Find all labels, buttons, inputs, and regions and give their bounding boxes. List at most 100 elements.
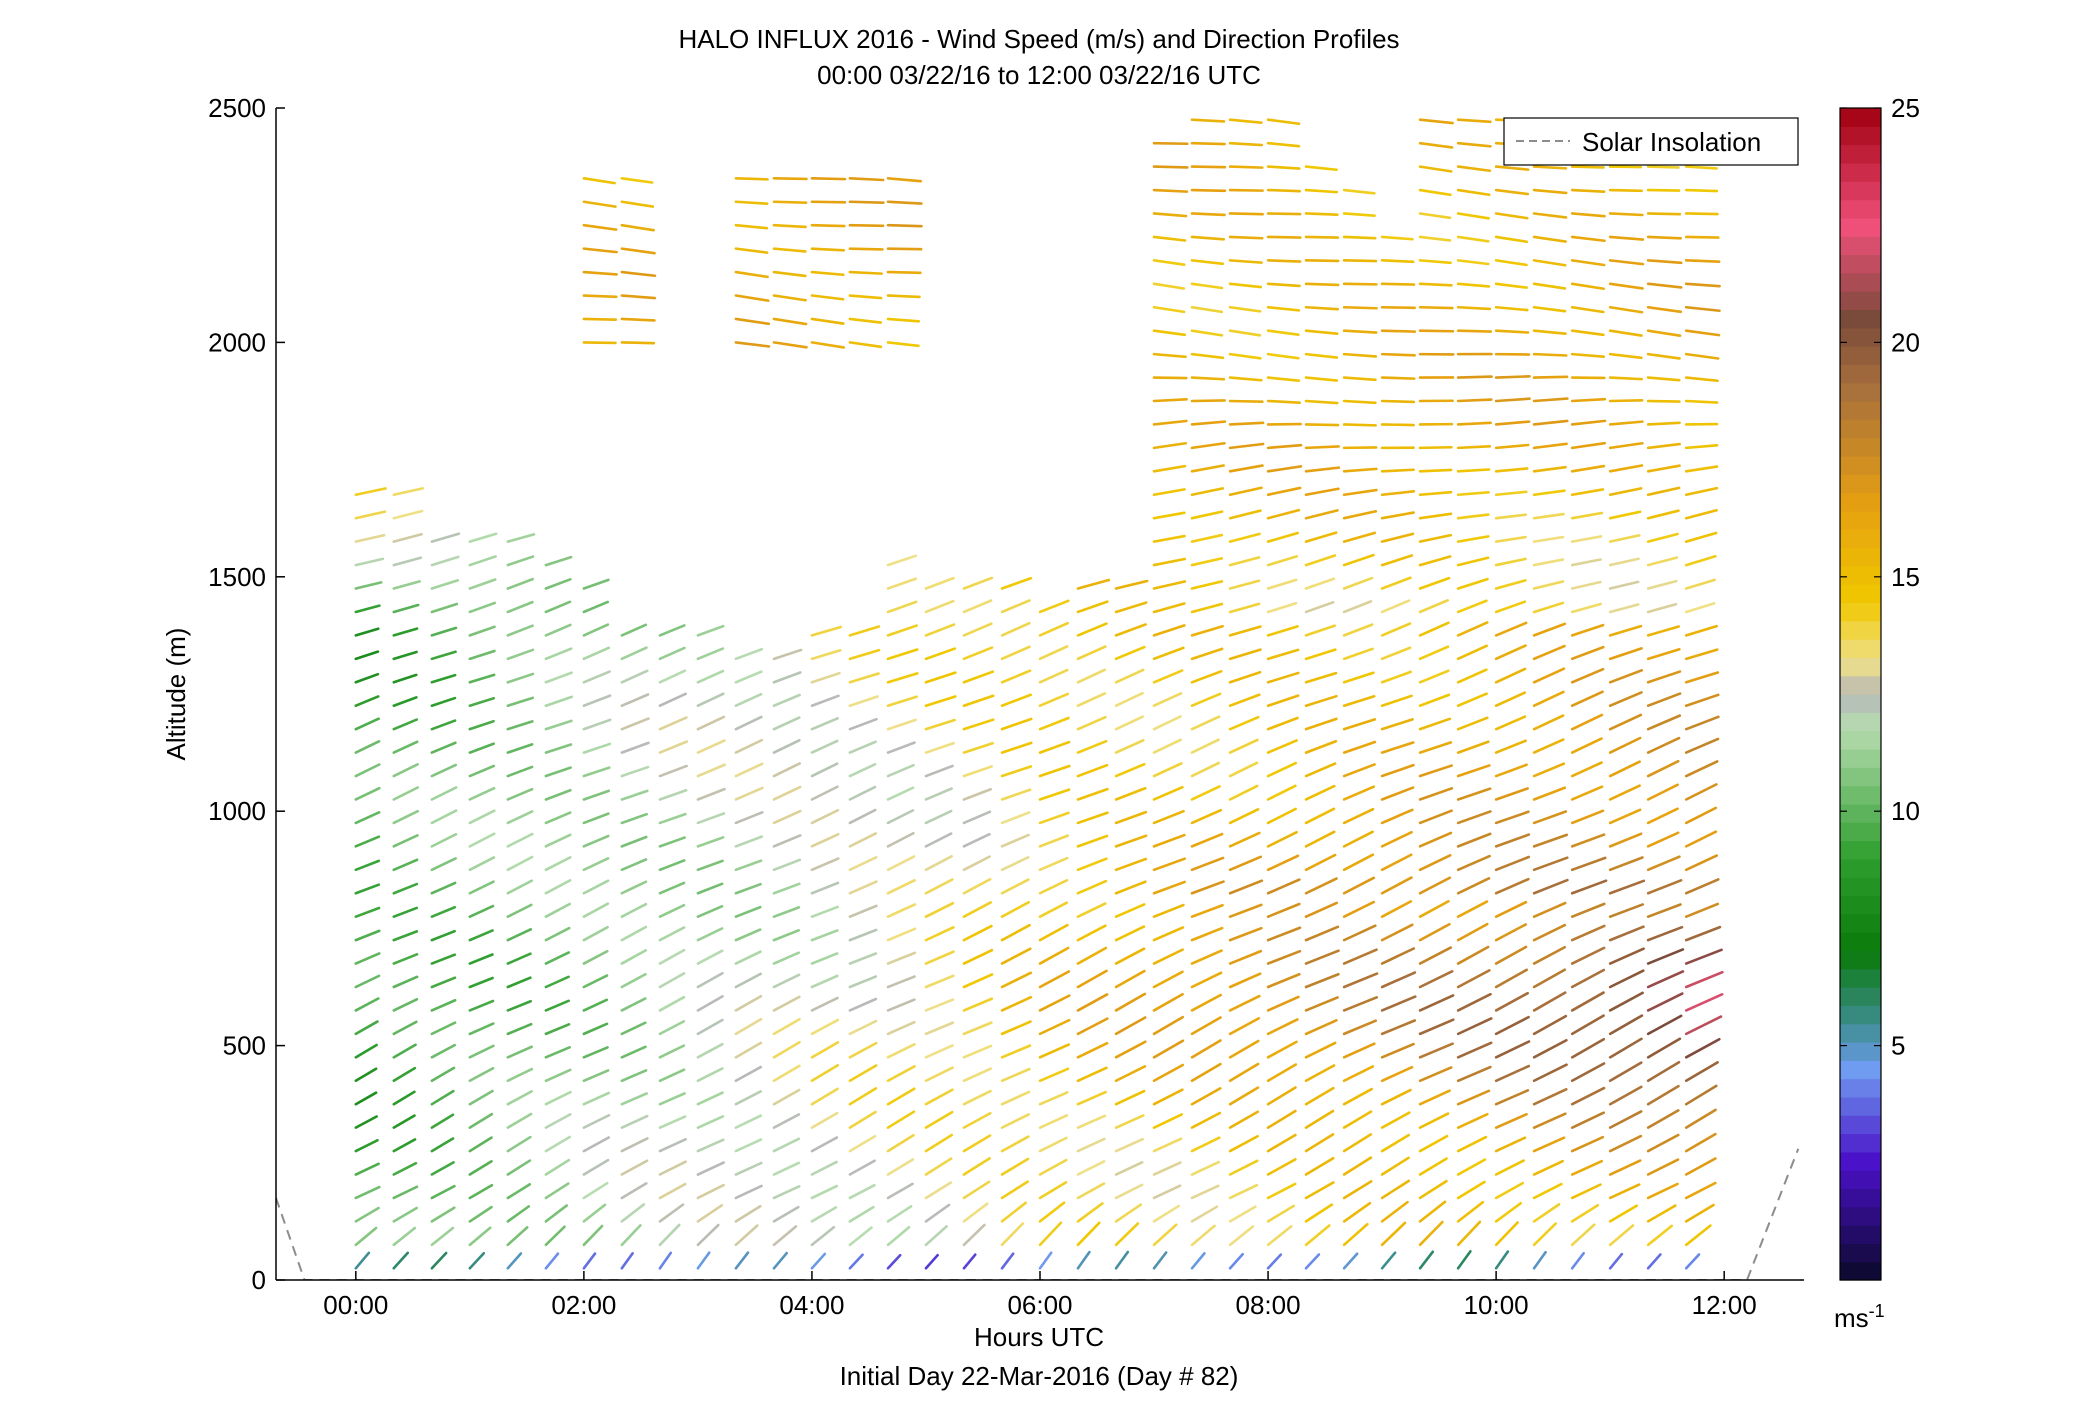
wind-barb <box>1342 576 1374 590</box>
colorbar-band <box>1840 419 1881 439</box>
wind-barb <box>1646 807 1679 825</box>
wind-barb <box>772 785 802 801</box>
wind-barb <box>810 974 839 989</box>
wind-barb <box>1532 622 1567 637</box>
wind-barb <box>1418 645 1450 661</box>
wind-barb <box>1494 259 1528 267</box>
wind-barb <box>772 906 801 918</box>
wind-barb <box>810 1225 836 1247</box>
colorbar-band <box>1840 675 1881 695</box>
wind-barb <box>1304 762 1337 778</box>
wind-barb <box>658 903 686 918</box>
wind-barb <box>1684 531 1718 543</box>
colorbar-band <box>1840 803 1881 823</box>
wind-barb <box>734 762 764 778</box>
wind-barb <box>468 1066 495 1083</box>
wind-barb <box>392 580 421 590</box>
wind-barb <box>1342 235 1377 240</box>
wind-barb <box>1228 738 1259 754</box>
wind-barb <box>354 740 381 754</box>
wind-barb <box>1266 671 1300 684</box>
wind-barb <box>392 1090 416 1106</box>
wind-barb <box>620 1137 649 1153</box>
wind-barb <box>1532 165 1568 170</box>
wind-barb <box>658 948 686 965</box>
wind-barb <box>962 1021 993 1036</box>
wind-barb <box>1000 1020 1032 1036</box>
wind-barb <box>1190 903 1224 918</box>
colorbar-unit: ms-1 <box>1834 1301 1885 1333</box>
wind-barb <box>1190 856 1225 872</box>
wind-barb <box>1494 513 1528 520</box>
wind-barb <box>1418 533 1453 543</box>
wind-barb <box>1190 580 1224 590</box>
wind-barb <box>1532 1251 1547 1270</box>
wind-barb <box>1266 995 1300 1012</box>
wind-barb <box>392 532 423 543</box>
wind-barb <box>1380 576 1412 590</box>
wind-barb <box>658 972 686 989</box>
wind-barb <box>620 317 656 322</box>
wind-barb <box>1570 1223 1596 1247</box>
wind-barb <box>1418 468 1453 473</box>
wind-barb <box>1684 305 1721 313</box>
wind-barb <box>1038 1067 1070 1083</box>
wind-barb <box>1418 1134 1449 1153</box>
y-tick-label: 0 <box>252 1265 266 1295</box>
colorbar-band <box>1840 748 1881 768</box>
wind-barb <box>886 247 923 251</box>
wind-barb <box>544 1113 572 1129</box>
wind-barb <box>506 765 534 778</box>
wind-barb <box>1646 736 1681 754</box>
wind-barb <box>1456 1089 1491 1106</box>
wind-barb <box>734 247 769 254</box>
wind-barb <box>1152 305 1186 314</box>
wind-barb <box>1190 188 1227 193</box>
wind-barb <box>1532 786 1567 801</box>
wind-barb <box>1266 1063 1298 1083</box>
wind-barb <box>1532 282 1567 290</box>
wind-barb <box>772 929 800 942</box>
wind-barb <box>1228 1134 1259 1153</box>
wind-barb <box>772 1017 801 1036</box>
wind-barb <box>1076 622 1108 637</box>
wind-barb <box>1304 1156 1335 1176</box>
wind-barb <box>696 1091 724 1106</box>
wind-barb <box>696 787 726 801</box>
wind-barb <box>734 1224 759 1247</box>
wind-barb <box>886 270 922 275</box>
wind-barb <box>1380 599 1411 614</box>
wind-barb <box>354 763 381 778</box>
wind-barb <box>924 855 953 872</box>
wind-barb <box>1380 352 1416 357</box>
wind-barb <box>468 625 496 637</box>
colorbar-tick-label: 20 <box>1891 327 1920 357</box>
wind-barb <box>1418 1042 1454 1059</box>
wind-barb <box>1076 645 1107 661</box>
wind-barb <box>468 953 494 965</box>
wind-barb <box>468 696 496 708</box>
wind-barb <box>1076 902 1107 918</box>
wind-barb <box>810 625 843 637</box>
wind-barb <box>1152 669 1184 684</box>
colorbar-band <box>1840 1243 1881 1263</box>
wind-barb <box>1228 972 1262 989</box>
wind-barb <box>734 1138 763 1153</box>
wind-barb <box>582 998 609 1012</box>
colorbar-band <box>1840 529 1881 549</box>
wind-barb <box>734 972 763 989</box>
wind-barb <box>1000 788 1032 801</box>
wind-barb <box>506 533 536 543</box>
wind-barb <box>1570 968 1606 989</box>
wind-barb <box>1608 1037 1643 1059</box>
wind-barb <box>696 669 725 684</box>
wind-barb <box>1684 854 1719 872</box>
wind-barb <box>1228 784 1259 801</box>
wind-barb <box>848 695 879 708</box>
wind-barb <box>696 1204 724 1223</box>
wind-barb <box>354 1162 380 1176</box>
wind-barb <box>582 294 618 299</box>
wind-barb <box>1114 786 1147 801</box>
wind-barb <box>810 1184 839 1200</box>
wind-barb <box>430 1043 456 1059</box>
